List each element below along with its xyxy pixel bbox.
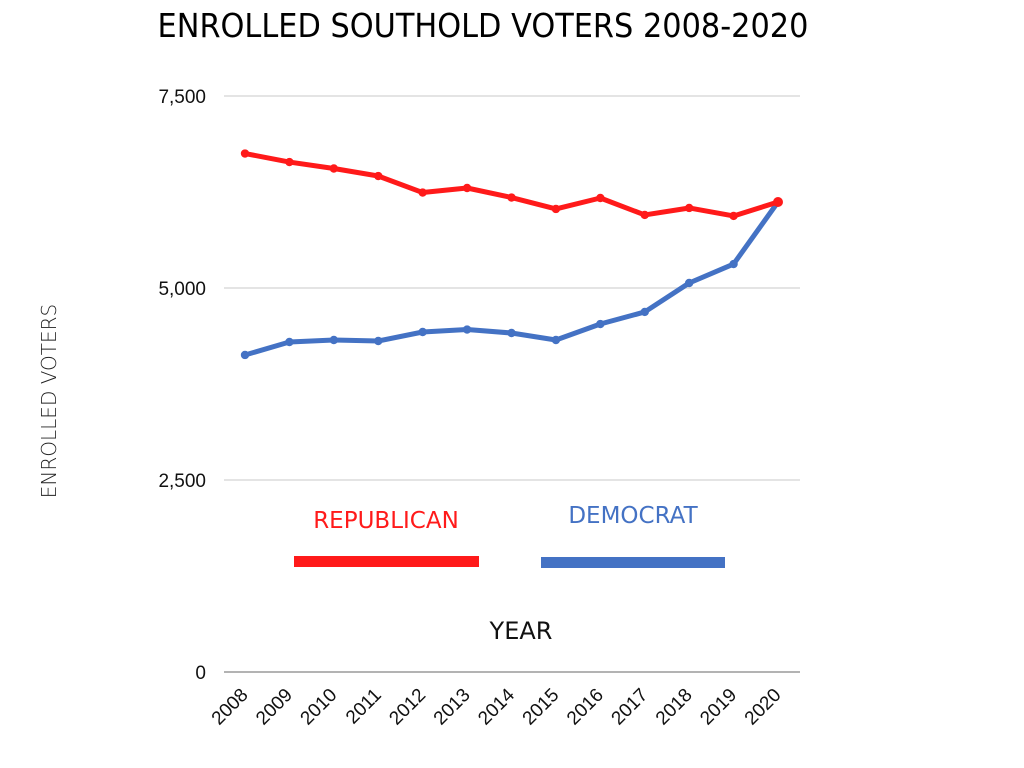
data-point (285, 157, 294, 167)
data-point (418, 188, 427, 197)
data-point (640, 210, 649, 220)
data-point (374, 171, 383, 181)
series-group (240, 149, 783, 360)
data-point (551, 204, 561, 214)
x-tick-label: 2011 (342, 685, 386, 729)
data-point (507, 193, 516, 202)
data-point (329, 335, 339, 345)
x-tick-label: 2017 (608, 685, 653, 730)
legend-swatch-democrat (541, 557, 725, 568)
legend-swatch-republican (294, 556, 479, 567)
x-tick-label: 2016 (563, 685, 608, 730)
data-point (329, 164, 339, 173)
y-axis-ticks: 0 2,500 5,000 7,500 (158, 87, 206, 684)
y-tick-label: 7,500 (158, 87, 206, 108)
data-point (462, 325, 472, 334)
x-tick-label: 2014 (474, 684, 519, 729)
x-tick-label: 2015 (519, 685, 564, 730)
data-point (240, 350, 250, 360)
series-line (242, 151, 781, 219)
data-point (551, 335, 561, 345)
y-tick-label: 2,500 (158, 471, 206, 492)
data-point (684, 278, 694, 288)
x-tick-label: 2009 (252, 685, 297, 730)
data-point (285, 337, 294, 347)
data-point (640, 307, 649, 317)
data-point (729, 259, 738, 269)
data-point (596, 193, 605, 203)
x-axis-ticks: 2008 2009 2010 2011 2012 2013 2014 2015 2016 2017… (208, 684, 786, 729)
data-point (462, 183, 472, 193)
data-point (418, 327, 427, 337)
chart-title: ENROLLED SOUTHOLD VOTERS 2008-2020 (157, 6, 809, 45)
x-axis-label: YEAR (489, 617, 553, 645)
legend-label-republican: REPUBLICAN (313, 508, 459, 534)
x-tick-label: 2012 (385, 685, 430, 730)
x-tick-label: 2010 (297, 685, 342, 730)
data-point (729, 211, 738, 221)
x-tick-label: 2020 (741, 685, 786, 730)
data-point (684, 203, 694, 213)
data-point (773, 196, 783, 207)
data-point (507, 328, 516, 338)
series-republican (240, 149, 783, 221)
x-tick-label: 2019 (696, 685, 741, 730)
series-democrat (240, 197, 783, 360)
legend-label-democrat: DEMOCRAT (568, 503, 698, 529)
y-tick-label: 0 (195, 663, 206, 684)
data-point (240, 149, 250, 158)
y-axis-label: ENROLLED VOTERS (37, 304, 61, 498)
data-point (596, 319, 605, 329)
legend: REPUBLICAN DEMOCRAT (294, 503, 725, 568)
x-tick-label: 2013 (430, 685, 475, 730)
gridlines (224, 95, 800, 673)
x-tick-label: 2018 (652, 685, 697, 730)
y-tick-label: 5,000 (158, 279, 206, 300)
data-point (374, 336, 383, 346)
x-tick-label: 2008 (208, 685, 253, 730)
